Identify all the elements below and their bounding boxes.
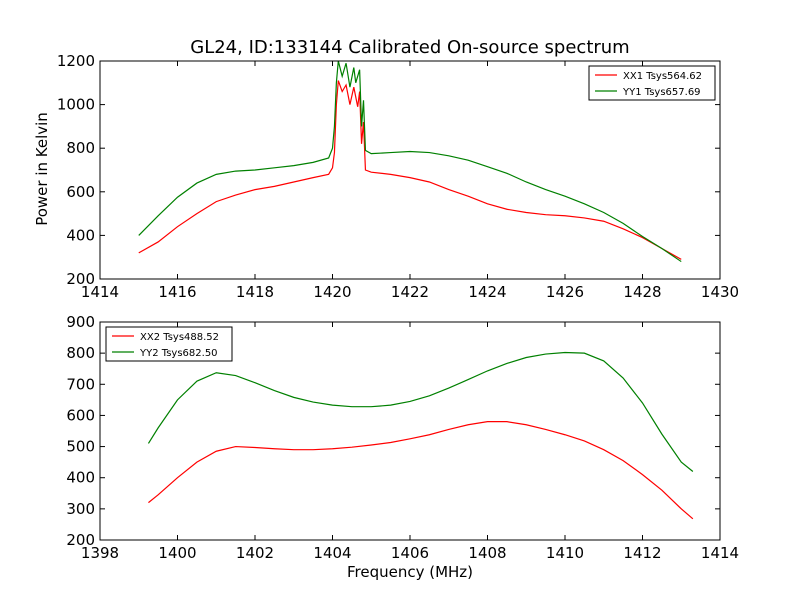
x-tick-label: 1402 bbox=[236, 544, 274, 562]
x-tick-label: 1420 bbox=[313, 283, 351, 301]
y-tick-label: 1200 bbox=[57, 52, 95, 70]
x-tick-label: 1410 bbox=[546, 544, 584, 562]
legend-label: XX2 Tsys488.52 bbox=[140, 332, 219, 343]
x-tick-label: 1422 bbox=[391, 283, 429, 301]
y-tick-label: 300 bbox=[66, 500, 95, 518]
x-tick-label: 1408 bbox=[468, 544, 506, 562]
y-tick-label: 800 bbox=[66, 344, 95, 362]
legend-box bbox=[588, 65, 716, 101]
x-tick-label: 1400 bbox=[158, 544, 196, 562]
x-tick-label: 1406 bbox=[391, 544, 429, 562]
legend: XX2 Tsys488.52 YY2 Tsys682.50 bbox=[105, 326, 233, 362]
x-tick-label: 1412 bbox=[623, 544, 661, 562]
x-tick-label: 1414 bbox=[81, 283, 119, 301]
x-tick-label: 1424 bbox=[468, 283, 506, 301]
x-tick-label: 1414 bbox=[701, 544, 739, 562]
series-line-xx-panel-2 bbox=[148, 421, 694, 520]
x-tick-label: 1426 bbox=[546, 283, 584, 301]
series-group bbox=[147, 351, 694, 520]
bottom-panel: 1398 1400 1402 1404 1406 1408 1410 1412 1414 200 3… bbox=[66, 313, 739, 562]
legend-label: YY1 Tsys657.69 bbox=[622, 87, 701, 98]
chart-title: GL24, ID:133144 Calibrated On-source spe… bbox=[190, 37, 629, 58]
y-tick-label: 400 bbox=[66, 469, 95, 487]
y-tick-label: 200 bbox=[66, 270, 95, 288]
legend: XX1 Tsys564.62 YY1 Tsys657.69 bbox=[588, 65, 716, 101]
y-tick-label: 500 bbox=[66, 438, 95, 456]
y-tick-label: 200 bbox=[66, 531, 95, 549]
y-tick-label: 800 bbox=[66, 139, 95, 157]
y-tick-label: 900 bbox=[66, 313, 95, 331]
legend-label: YY2 Tsys682.50 bbox=[139, 348, 218, 359]
x-tick-label: 1428 bbox=[623, 283, 661, 301]
series-group bbox=[138, 61, 682, 263]
y-tick-label: 1000 bbox=[57, 96, 95, 114]
series-line-yy-panel-1 bbox=[138, 61, 682, 263]
y-tick-label: 600 bbox=[66, 183, 95, 201]
series-line-xx-panel-1 bbox=[138, 80, 682, 260]
y-tick-label: 400 bbox=[66, 226, 95, 244]
legend-label: XX1 Tsys564.62 bbox=[623, 71, 702, 82]
top-panel: 1414 1416 1418 1420 1422 1424 1426 1428 1430 200 4… bbox=[57, 52, 739, 301]
x-tick-label: 1416 bbox=[158, 283, 196, 301]
x-tick-label: 1418 bbox=[236, 283, 274, 301]
x-tick-label: 1398 bbox=[81, 544, 119, 562]
legend-box bbox=[105, 326, 233, 362]
y-tick-label: 600 bbox=[66, 406, 95, 424]
x-tick-label: 1430 bbox=[701, 283, 739, 301]
y-axis-label: Power in Kelvin bbox=[33, 112, 51, 226]
y-tick-label: 700 bbox=[66, 375, 95, 393]
series-line-yy-panel-2 bbox=[147, 351, 694, 472]
x-tick-label: 1404 bbox=[313, 544, 351, 562]
x-axis-label: Frequency (MHz) bbox=[347, 563, 473, 581]
